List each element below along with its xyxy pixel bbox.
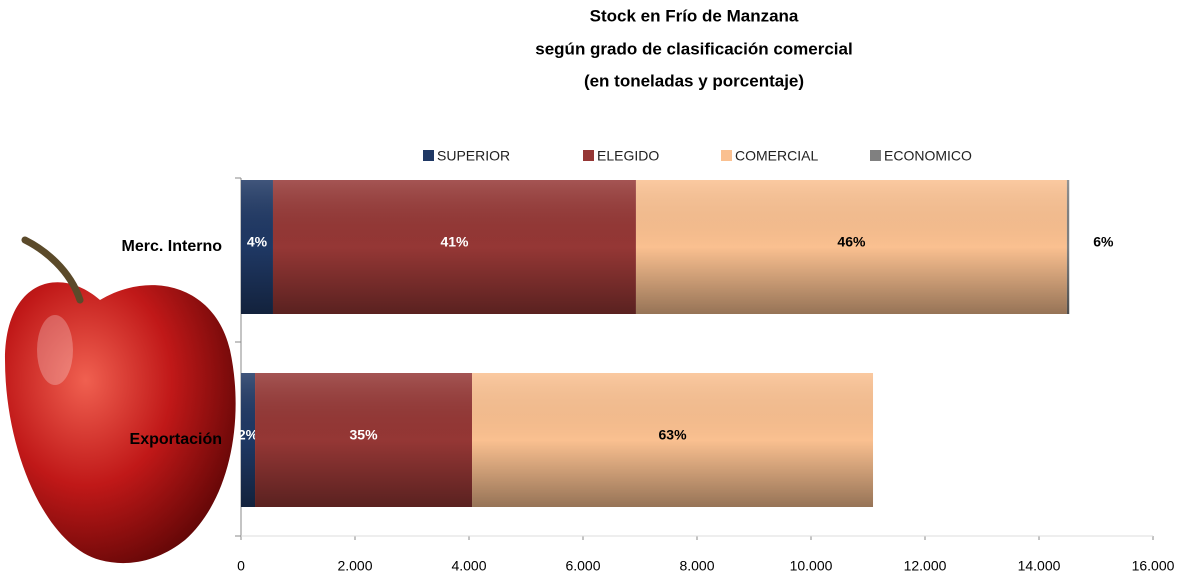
chart-title: (en toneladas y porcentaje) — [584, 71, 804, 90]
category-label: Exportación — [130, 431, 222, 448]
legend-swatch — [870, 150, 881, 161]
legend-label: ELEGIDO — [597, 148, 659, 164]
legend-label: ECONOMICO — [884, 148, 972, 164]
x-tick-label: 2.000 — [337, 558, 372, 574]
value-label: 41% — [440, 234, 469, 250]
apple-illustration — [5, 240, 236, 563]
value-label: 4% — [247, 234, 268, 250]
legend-label: COMERCIAL — [735, 148, 818, 164]
chart: Stock en Frío de Manzana según grado de … — [0, 0, 1179, 576]
value-label: 35% — [350, 427, 379, 443]
legend-swatch — [423, 150, 434, 161]
x-tick-label: 14.000 — [1018, 558, 1061, 574]
legend-swatch — [583, 150, 594, 161]
x-tick-label: 4.000 — [451, 558, 486, 574]
legend-swatch — [721, 150, 732, 161]
category-label: Merc. Interno — [122, 238, 223, 255]
chart-title: Stock en Frío de Manzana — [590, 6, 799, 25]
x-tick-label: 10.000 — [790, 558, 833, 574]
value-label: 63% — [659, 427, 688, 443]
chart-title: según grado de clasificación comercial — [535, 39, 852, 58]
x-tick-label: 16.000 — [1132, 558, 1175, 574]
value-label: 6% — [1093, 234, 1114, 250]
legend-label: SUPERIOR — [437, 148, 510, 164]
value-label: 46% — [837, 234, 866, 250]
page: Stock en Frío de Manzana según grado de … — [0, 0, 1179, 576]
x-tick-label: 12.000 — [904, 558, 947, 574]
bar-shade — [1067, 180, 1069, 314]
x-tick-label: 0 — [237, 558, 245, 574]
x-tick-label: 8.000 — [679, 558, 714, 574]
x-tick-label: 6.000 — [565, 558, 600, 574]
